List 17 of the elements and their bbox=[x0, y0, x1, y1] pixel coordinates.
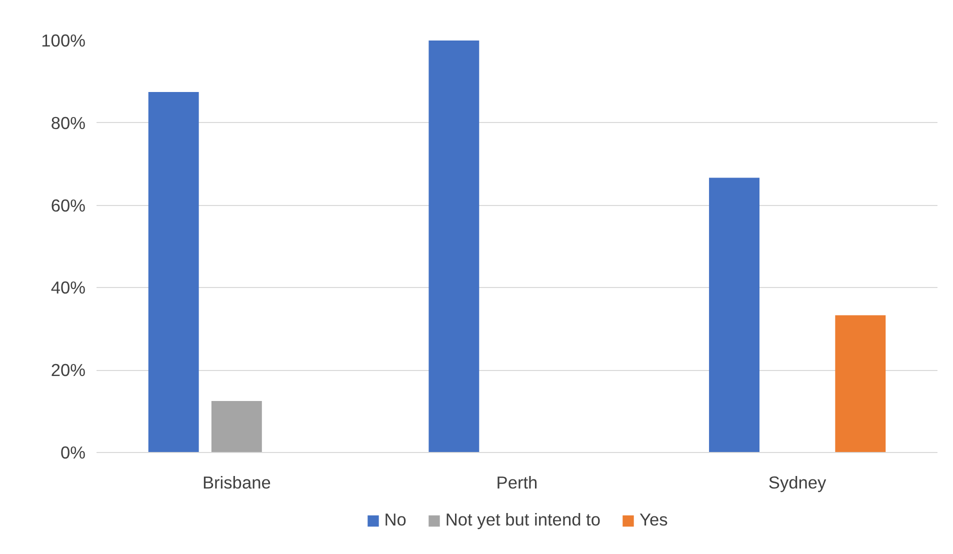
bar bbox=[148, 92, 199, 452]
x-tick-label: Brisbane bbox=[202, 472, 271, 492]
legend-label: Yes bbox=[639, 510, 668, 530]
bar bbox=[428, 40, 480, 452]
x-tick-label: Perth bbox=[496, 472, 538, 492]
y-tick-label: 60% bbox=[50, 195, 86, 216]
y-tick-label: 80% bbox=[50, 112, 86, 133]
bar bbox=[211, 401, 262, 452]
y-tick-label: 40% bbox=[50, 278, 86, 298]
legend-label: No bbox=[384, 510, 406, 530]
bar bbox=[835, 315, 886, 452]
y-tick-label: 100% bbox=[41, 30, 86, 50]
x-tick-label: Sydney bbox=[768, 472, 827, 492]
y-tick-label: 0% bbox=[60, 442, 86, 462]
bar bbox=[709, 178, 760, 452]
legend-label: Not yet but intend to bbox=[445, 510, 600, 530]
y-tick-label: 20% bbox=[50, 360, 86, 380]
